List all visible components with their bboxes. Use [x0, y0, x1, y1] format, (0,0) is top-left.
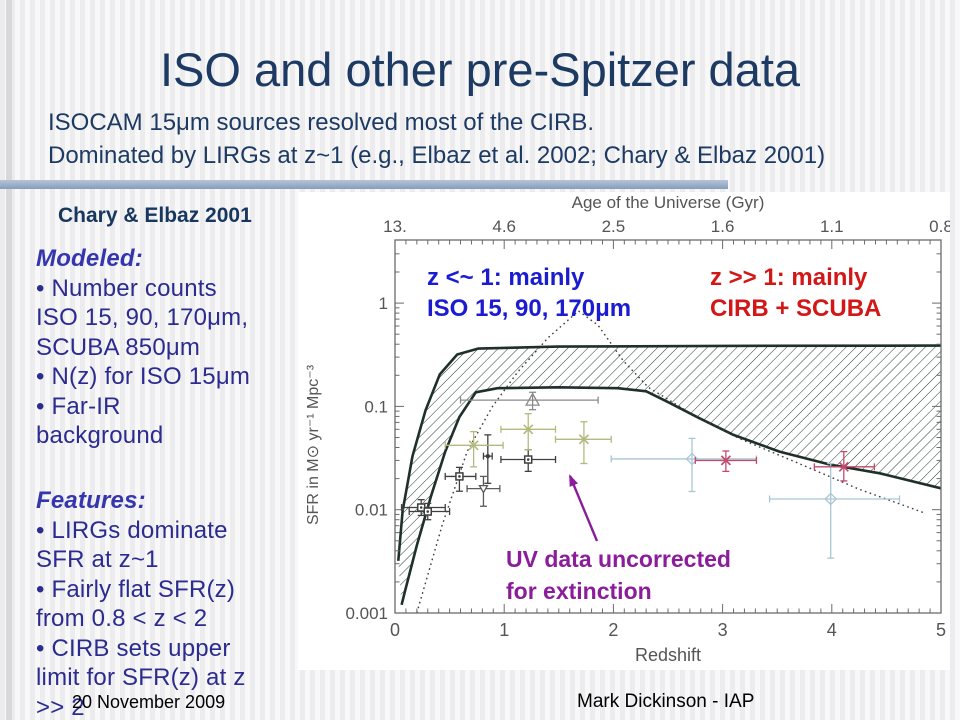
series-crimson-crosses	[694, 450, 876, 482]
svg-text:0.8: 0.8	[929, 217, 950, 236]
sidebar-line: • Number counts	[36, 274, 217, 302]
sidebar-line: • Far-IR	[36, 392, 121, 420]
series-dark-squares	[400, 449, 557, 521]
sidebar-line: limit for SFR(z) at z	[36, 664, 246, 691]
sidebar-line: >> 2	[36, 693, 85, 720]
x-axis-title: Redshift	[635, 645, 701, 665]
svg-text:0.01: 0.01	[355, 501, 388, 520]
dotted-uv-curve	[416, 310, 925, 614]
svg-text:4: 4	[827, 620, 837, 640]
annotation-blue: z <~ 1: mainly ISO 15, 90, 170μm	[427, 262, 631, 324]
series-lightblue-diamonds	[610, 437, 901, 559]
y-axis-title: SFR in M⊙ yr⁻¹ Mpc⁻³	[305, 364, 322, 525]
modeled-block: Modeled: • Number counts ISO 15, 90, 170μ…	[36, 244, 320, 451]
svg-text:1.1: 1.1	[820, 217, 844, 236]
annotation-red: z >> 1: mainly CIRB + SCUBA	[710, 262, 881, 324]
sidebar-line: • CIRB sets upper	[36, 634, 231, 662]
sidebar-line: from 0.8 < z < 2	[36, 605, 208, 632]
svg-text:1: 1	[379, 294, 388, 313]
sidebar-line: ISO 15, 90, 170μm,	[36, 304, 249, 331]
series-open-triangle	[459, 391, 599, 411]
sidebar-line: SFR at z~1	[36, 546, 159, 573]
annotation-blue-line-1: z <~ 1: mainly	[427, 264, 585, 291]
features-lines: • LIRGs dominate SFR at z~1 • Fairly flat …	[36, 516, 320, 720]
svg-text:1: 1	[499, 620, 509, 640]
svg-text:4.6: 4.6	[492, 217, 516, 236]
series-olive-crosses	[444, 413, 612, 468]
divider-bar	[0, 180, 728, 189]
svg-text:0: 0	[390, 620, 400, 640]
annotation-red-line-2: CIRB + SCUBA	[710, 295, 882, 322]
svg-text:1.6: 1.6	[711, 217, 735, 236]
annotation-purple: UV data uncorrected for extinction	[506, 543, 731, 607]
top-axis-title: Age of the Universe (Gyr)	[572, 193, 765, 212]
footer-author: Mark Dickinson - IAP	[577, 691, 755, 712]
features-heading: Features:	[36, 487, 146, 514]
sidebar-line: • N(z) for ISO 15μm	[36, 363, 251, 390]
chart-panel: 13. 4.6 2.5 1.6 1.1 0.8 Age of the Universe (G…	[298, 192, 950, 670]
hatched-band	[398, 345, 941, 605]
annotation-red-line-1: z >> 1: mainly	[710, 264, 868, 291]
series-dark-range-point	[482, 434, 493, 484]
page-title: ISO and other pre-Spitzer data	[159, 43, 801, 96]
subtitle-line-1: ISOCAM 15μm sources resolved most of the…	[48, 109, 595, 136]
sidebar-line: • Fairly flat SFR(z)	[36, 575, 236, 603]
sfr-redshift-chart: 13. 4.6 2.5 1.6 1.1 0.8 Age of the Universe (G…	[305, 193, 950, 665]
series-dark-triangles	[466, 475, 501, 507]
uv-annotation-arrow	[568, 474, 599, 542]
modeled-lines: • Number counts ISO 15, 90, 170μm, SCUBA 8…	[36, 274, 320, 451]
svg-text:0.1: 0.1	[364, 397, 388, 416]
features-block: Features: • LIRGs dominate SFR at z~1 • Fa…	[36, 486, 320, 720]
band-lower-boundary	[400, 386, 942, 606]
band-upper-boundary	[397, 344, 942, 561]
sidebar-line: background	[36, 422, 164, 449]
modeled-heading: Modeled:	[36, 245, 143, 272]
svg-text:5: 5	[936, 620, 946, 640]
annotation-purple-line-2: for extinction	[506, 578, 652, 604]
annotation-purple-line-1: UV data uncorrected	[506, 546, 731, 572]
subtitle: ISOCAM 15μm sources resolved most of the…	[48, 106, 825, 172]
svg-text:0.001: 0.001	[345, 604, 388, 623]
svg-text:3: 3	[718, 620, 728, 640]
annotation-blue-line-2: ISO 15, 90, 170μm	[427, 295, 632, 322]
axis-labels: 13. 4.6 2.5 1.6 1.1 0.8 Age of the Universe (G…	[305, 193, 950, 665]
subtitle-line-2: Dominated by LIRGs at z~1 (e.g., Elbaz e…	[48, 142, 826, 169]
footer-date: 20 November 2009	[72, 692, 226, 712]
sidebar-line: SCUBA 850μm	[36, 333, 201, 361]
axis-frame	[394, 239, 942, 614]
sidebar-heading: Chary & Elbaz 2001	[58, 204, 252, 227]
sidebar-line: • LIRGs dominate	[36, 516, 228, 544]
svg-text:2.5: 2.5	[602, 217, 626, 236]
svg-text:2: 2	[608, 620, 618, 640]
svg-text:13.: 13.	[383, 217, 407, 236]
